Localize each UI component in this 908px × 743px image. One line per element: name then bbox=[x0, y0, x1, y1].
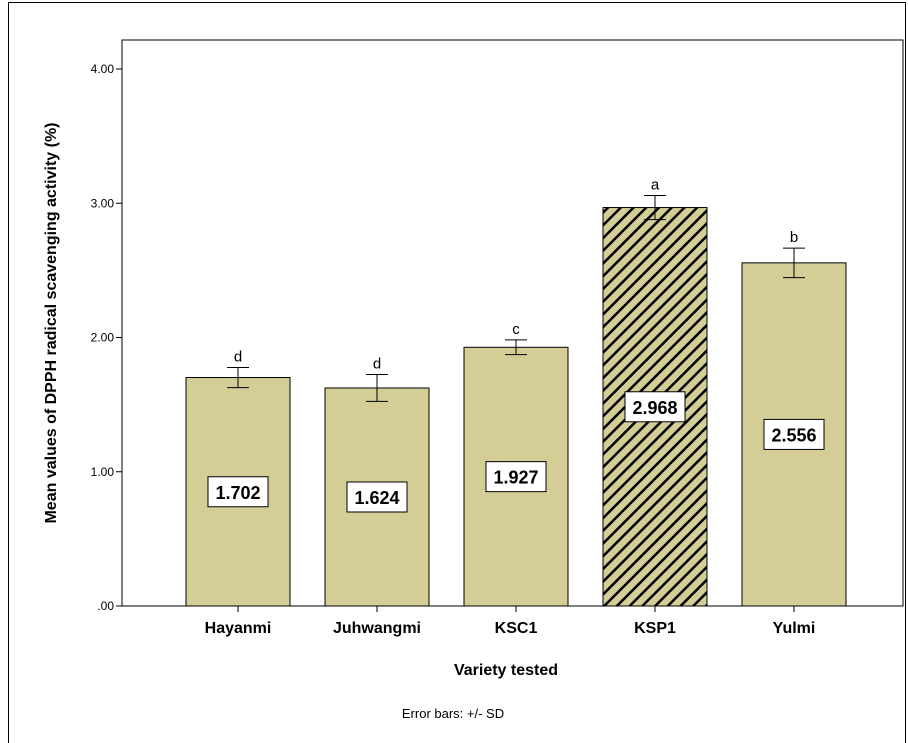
value-label-yulmi: 2.556 bbox=[763, 418, 825, 450]
value-label-text: 1.624 bbox=[354, 488, 399, 508]
x-tick-label: KSC1 bbox=[495, 620, 538, 637]
x-tick-label: Hayanmi bbox=[205, 620, 272, 637]
significance-letter: d bbox=[373, 356, 381, 373]
y-axis-title: Mean values of DPPH radical scavenging a… bbox=[43, 122, 60, 523]
significance-letter: d bbox=[234, 348, 242, 365]
y-axis: .00 1.00 2.00 3.00 4.00 bbox=[91, 62, 122, 613]
x-tick-label: Yulmi bbox=[773, 620, 816, 637]
error-bar-ksc1 bbox=[505, 339, 527, 356]
error-bar-footnote: Error bars: +/- SD bbox=[402, 706, 504, 721]
value-label-text: 2.556 bbox=[771, 425, 816, 445]
error-bar-yulmi bbox=[783, 247, 805, 279]
bars: d 1.702 d 1.624 c 1.927 a 2.968 b 2.556 bbox=[185, 176, 847, 607]
x-axis-title: Variety tested bbox=[454, 662, 558, 679]
y-tick-label: .00 bbox=[97, 599, 114, 613]
error-bar-juhwangmi bbox=[366, 374, 388, 402]
value-label-ksp1: 2.968 bbox=[624, 391, 686, 423]
bar-chart: .00 1.00 2.00 3.00 4.00 d 1.702 d 1.624 c 1.927 a 2… bbox=[43, 39, 904, 721]
value-label-juhwangmi: 1.624 bbox=[346, 481, 408, 513]
x-tick-label: Juhwangmi bbox=[333, 620, 421, 637]
y-tick-label: 4.00 bbox=[91, 62, 115, 76]
x-tick-label: KSP1 bbox=[634, 620, 676, 637]
significance-letter: c bbox=[512, 321, 520, 338]
y-tick-label: 3.00 bbox=[91, 196, 115, 210]
value-label-text: 1.927 bbox=[493, 468, 538, 488]
y-tick-label: 1.00 bbox=[91, 465, 115, 479]
error-bar-ksp1 bbox=[644, 194, 666, 221]
x-axis: Hayanmi Juhwangmi KSC1 KSP1 Yulmi bbox=[205, 606, 816, 637]
value-label-ksc1: 1.927 bbox=[485, 461, 547, 493]
significance-letter: a bbox=[651, 176, 660, 193]
value-label-hayanmi: 1.702 bbox=[207, 476, 269, 508]
error-bar-hayanmi bbox=[227, 366, 249, 389]
significance-letter: b bbox=[790, 229, 798, 246]
chart-frame: .00 1.00 2.00 3.00 4.00 d 1.702 d 1.624 c 1.927 a 2… bbox=[8, 2, 906, 743]
value-label-text: 2.968 bbox=[632, 398, 677, 418]
value-label-text: 1.702 bbox=[215, 483, 260, 503]
y-tick-label: 2.00 bbox=[91, 331, 115, 345]
